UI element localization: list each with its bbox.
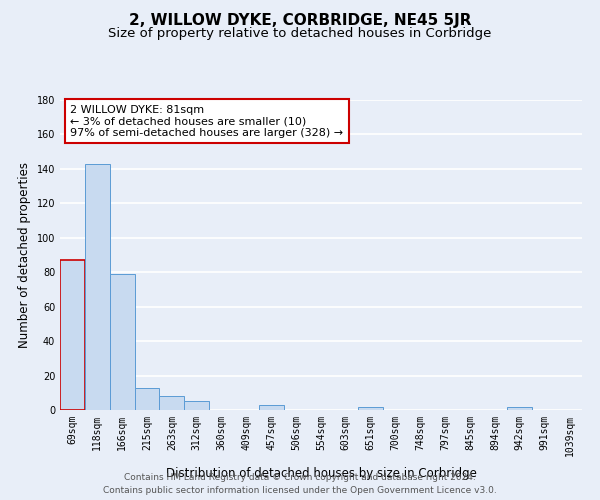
Text: 2 WILLOW DYKE: 81sqm
← 3% of detached houses are smaller (10)
97% of semi-detach: 2 WILLOW DYKE: 81sqm ← 3% of detached ho…: [70, 104, 344, 138]
Bar: [85, 164, 110, 410]
Bar: [60, 260, 85, 410]
X-axis label: Distribution of detached houses by size in Corbridge: Distribution of detached houses by size …: [166, 467, 476, 480]
Bar: [184, 402, 209, 410]
Text: 2, WILLOW DYKE, CORBRIDGE, NE45 5JR: 2, WILLOW DYKE, CORBRIDGE, NE45 5JR: [129, 12, 471, 28]
Bar: [358, 406, 383, 410]
Y-axis label: Number of detached properties: Number of detached properties: [18, 162, 31, 348]
Text: Contains public sector information licensed under the Open Government Licence v3: Contains public sector information licen…: [103, 486, 497, 495]
Bar: [110, 274, 134, 410]
Text: Contains HM Land Registry data © Crown copyright and database right 2024.: Contains HM Land Registry data © Crown c…: [124, 474, 476, 482]
Bar: [134, 388, 160, 410]
Bar: [508, 406, 532, 410]
Bar: [160, 396, 184, 410]
Bar: [259, 405, 284, 410]
Text: Size of property relative to detached houses in Corbridge: Size of property relative to detached ho…: [109, 28, 491, 40]
